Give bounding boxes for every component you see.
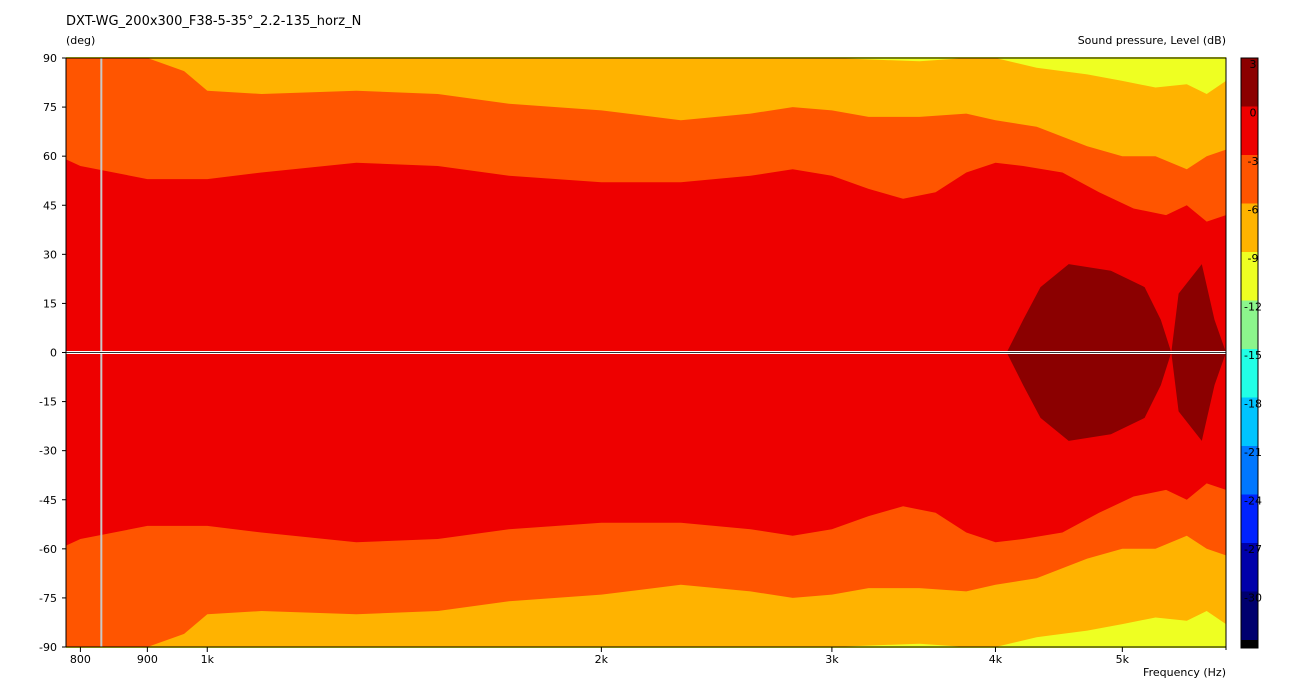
colorbar-level-label: -18	[1244, 398, 1262, 411]
colorbar-label: Sound pressure, Level (dB)	[1078, 34, 1226, 47]
y-tick-label: 30	[43, 248, 57, 261]
y-tick-label: -75	[39, 592, 57, 605]
colorbar-band	[1241, 155, 1258, 204]
x-tick-label: 3k	[825, 653, 839, 666]
colorbar-band	[1241, 494, 1258, 544]
colorbar-level-label: -24	[1244, 495, 1262, 508]
colorbar-level-label: -27	[1244, 543, 1262, 556]
colorbar-level-label: 0	[1250, 107, 1257, 120]
y-tick-label: 75	[43, 101, 57, 114]
x-tick-label: 4k	[989, 653, 1003, 666]
colorbar-band	[1241, 591, 1258, 641]
y-tick-label: -60	[39, 543, 57, 556]
colorbar-level-label: -30	[1244, 592, 1262, 605]
colorbar-band	[1241, 203, 1258, 253]
colorbar-band	[1241, 58, 1258, 107]
x-tick-label: 800	[70, 653, 91, 666]
y-tick-label: -15	[39, 396, 57, 409]
colorbar-band	[1241, 446, 1258, 495]
colorbar-band	[1241, 300, 1258, 350]
y-tick-label: -90	[39, 641, 57, 654]
colorbar-band	[1241, 397, 1258, 447]
contour-band-minus-6	[66, 57, 1226, 648]
y-tick-label: 0	[50, 347, 57, 360]
y-tick-label: 90	[43, 52, 57, 65]
x-tick-label: 900	[137, 653, 158, 666]
x-tick-label: 1k	[201, 653, 215, 666]
colorbar-level-label: -6	[1248, 204, 1259, 217]
chart-title: DXT-WG_200x300_F38-5-35°_2.2-135_horz_N	[66, 14, 361, 29]
colorbar-band	[1241, 106, 1258, 156]
y-tick-label: 15	[43, 297, 57, 310]
colorbar-level-label: -3	[1248, 155, 1259, 168]
y-tick-label: -45	[39, 494, 57, 507]
colorbar-level-label: -12	[1244, 301, 1262, 314]
colorbar: 3 0 -3 -6 -9 -12 -15 -18 -21 -24 -27 -30	[1240, 57, 1262, 649]
colorbar-level-label: -9	[1248, 252, 1259, 265]
contour-layer	[66, 57, 1226, 648]
colorbar-band	[1241, 252, 1258, 301]
colorbar-level-label: 3	[1250, 58, 1257, 71]
colorbar-level-label: -21	[1244, 446, 1262, 459]
x-tick-label: 2k	[595, 653, 609, 666]
colorbar-level-label: -15	[1244, 349, 1262, 362]
y-axis: 90 75 60 45 30 15 0 -15 -30 -45 -60 -75 -90	[39, 52, 66, 654]
colorbar-frame	[1240, 57, 1259, 649]
y-axis-label: (deg)	[66, 34, 95, 47]
colorbar-band	[1241, 543, 1258, 592]
x-axis: 800 900 1k 2k 3k 4k 5k	[70, 647, 1227, 666]
y-tick-label: -30	[39, 445, 57, 458]
x-axis-label: Frequency (Hz)	[1143, 666, 1226, 679]
y-tick-label: 45	[43, 199, 57, 212]
y-tick-label: 60	[43, 150, 57, 163]
colorbar-bottom-band	[1241, 640, 1258, 648]
plot-area	[65, 57, 1227, 648]
x-tick-label: 5k	[1116, 653, 1130, 666]
colorbar-band	[1241, 349, 1258, 398]
